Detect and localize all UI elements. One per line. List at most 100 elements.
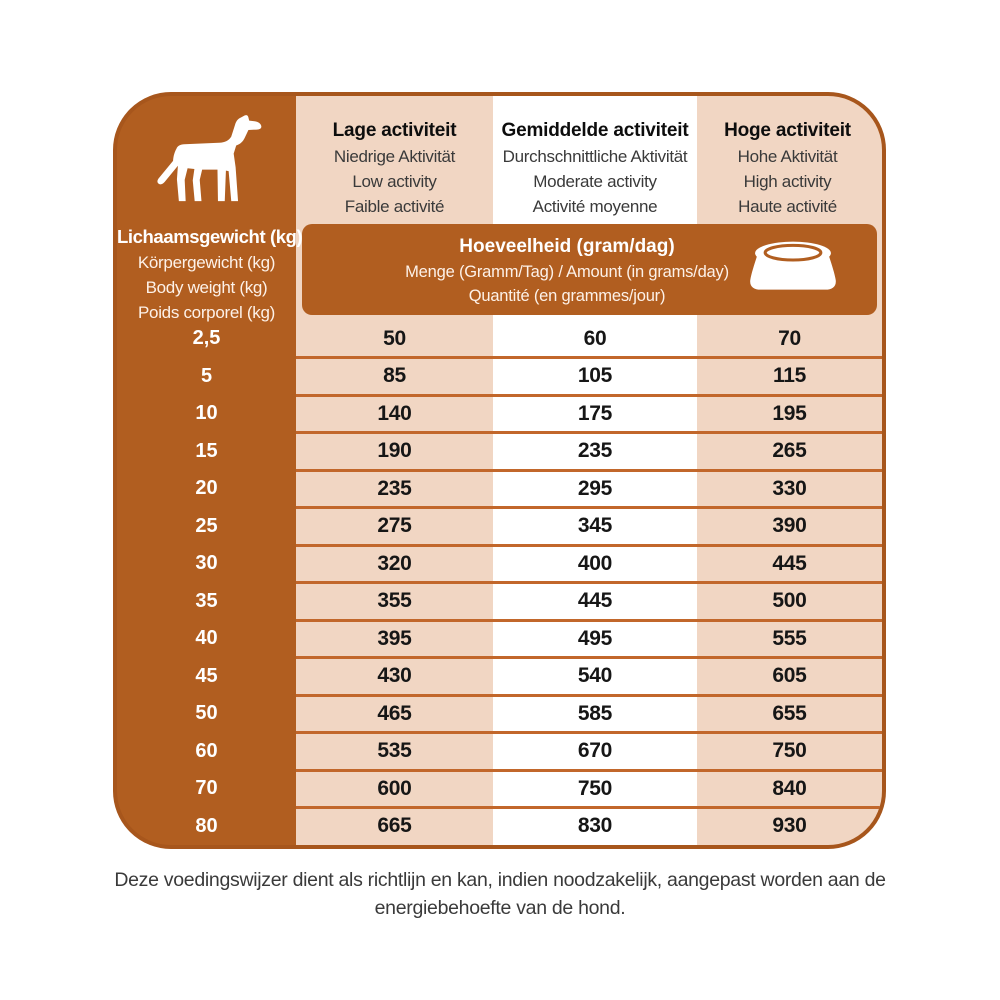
value-cell: 830 (577, 814, 613, 838)
value-cell: 355 (377, 589, 412, 613)
column-header-high-activity: Hoge activiteit Hohe Aktivität High acti… (697, 117, 878, 219)
value-cell: 655 (772, 701, 807, 725)
amount-band-title: Hoeveelheid (gram/dag) (459, 236, 675, 257)
value-cell: 265 (772, 439, 807, 463)
value-cell: 750 (772, 739, 807, 763)
value-cell: 345 (577, 514, 613, 538)
table-row: 60 535 670 750 (117, 731, 882, 771)
value-cell: 840 (772, 776, 807, 800)
value-cell: 445 (577, 589, 613, 613)
weight-subtitle-en: Body weight (kg) (145, 278, 268, 297)
value-cell: 190 (377, 439, 412, 463)
amount-band-text: Hoeveelheid (gram/dag) Menge (Gramm/Tag)… (332, 233, 802, 308)
column-subtitle-en: Low activity (352, 172, 437, 191)
column-subtitle-de: Hohe Aktivität (737, 147, 838, 166)
value-cell: 195 (772, 401, 807, 425)
value-cell: 320 (377, 551, 412, 575)
table-row: 35 355 445 500 (117, 581, 882, 621)
column-subtitle-en: High activity (743, 172, 832, 191)
weight-cell: 50 (195, 702, 218, 725)
value-cell: 930 (772, 814, 807, 838)
value-cell: 105 (577, 364, 613, 388)
footer-line-1: Deze voedingswijzer dient als richtlijn … (114, 869, 886, 891)
weight-cell: 70 (195, 777, 218, 800)
column-subtitle-de: Niedrige Aktivität (333, 147, 456, 166)
value-cell: 235 (377, 476, 412, 500)
column-subtitle-fr: Faible activité (344, 197, 445, 216)
table-row: 20 235 295 330 (117, 468, 882, 508)
value-cell: 85 (383, 364, 406, 388)
column-subtitle-fr: Haute activité (738, 197, 837, 216)
dog-silhouette-icon (117, 110, 296, 212)
value-cell: 605 (772, 664, 807, 688)
value-cell: 445 (772, 551, 807, 575)
dog-bowl-icon (745, 237, 841, 301)
table-row: 15 190 235 265 (117, 431, 882, 471)
value-cell: 70 (778, 326, 801, 350)
value-cell: 600 (377, 776, 412, 800)
table-row: 30 320 400 445 (117, 543, 882, 583)
value-cell: 750 (577, 776, 613, 800)
value-cell: 175 (577, 401, 613, 425)
value-cell: 540 (577, 664, 613, 688)
value-cell: 670 (577, 739, 613, 763)
weight-cell: 30 (195, 552, 218, 575)
weight-cell: 60 (195, 739, 218, 762)
weight-cell: 40 (195, 627, 218, 650)
table-row: 25 275 345 390 (117, 506, 882, 546)
column-title: Gemiddelde activiteit (501, 120, 689, 141)
weight-cell: 15 (195, 439, 218, 462)
value-cell: 390 (772, 514, 807, 538)
column-subtitle-en: Moderate activity (533, 172, 657, 191)
table-body: 2,5 50 60 70 5 85 105 115 10 140 175 195… (117, 320, 882, 845)
amount-band-subtitle-1: Menge (Gramm/Tag) / Amount (in grams/day… (405, 263, 729, 281)
value-cell: 115 (773, 364, 806, 388)
table-row: 45 430 540 605 (117, 656, 882, 696)
column-title: Hoge activiteit (724, 120, 851, 141)
weight-title: Lichaamsgewicht (kg) (117, 226, 303, 247)
value-cell: 500 (772, 589, 807, 613)
value-cell: 275 (377, 514, 412, 538)
amount-band: Hoeveelheid (gram/dag) Menge (Gramm/Tag)… (302, 224, 877, 315)
weight-subtitle-fr: Poids corporel (kg) (138, 303, 275, 322)
weight-cell: 20 (195, 477, 218, 500)
value-cell: 465 (377, 701, 412, 725)
table-row: 40 395 495 555 (117, 618, 882, 658)
value-cell: 585 (577, 701, 613, 725)
weight-cell: 5 (200, 364, 213, 387)
weight-cell: 10 (195, 402, 218, 425)
value-cell: 235 (577, 439, 613, 463)
weight-cell: 35 (195, 589, 218, 612)
feeding-guide-card: Lage activiteit Niedrige Aktivität Low a… (113, 92, 886, 849)
column-title: Lage activiteit (332, 120, 457, 141)
weight-cell: 25 (195, 514, 218, 537)
value-cell: 140 (377, 401, 412, 425)
value-cell: 400 (577, 551, 613, 575)
value-cell: 60 (583, 326, 607, 350)
column-header-moderate-activity: Gemiddelde activiteit Durchschnittliche … (493, 117, 697, 219)
table-row: 10 140 175 195 (117, 393, 882, 433)
column-subtitle-de: Durchschnittliche Aktivität (502, 147, 688, 166)
value-cell: 535 (377, 739, 412, 763)
table-row: 2,5 50 60 70 (117, 320, 882, 358)
value-cell: 295 (577, 476, 613, 500)
weight-subtitle-de: Körpergewicht (kg) (137, 253, 276, 272)
value-cell: 430 (377, 664, 412, 688)
table-row: 70 600 750 840 (117, 768, 882, 808)
weight-cell: 80 (195, 814, 218, 837)
value-cell: 665 (377, 814, 412, 838)
value-cell: 50 (383, 326, 406, 350)
table-row: 50 465 585 655 (117, 693, 882, 733)
amount-band-subtitle-2: Quantité (en grammes/jour) (468, 287, 666, 305)
footer-line-2: energiebehoefte van de hond. (374, 897, 626, 919)
weight-cell: 45 (195, 664, 218, 687)
column-header-low-activity: Lage activiteit Niedrige Aktivität Low a… (296, 117, 493, 219)
footer-note: Deze voedingswijzer dient als richtlijn … (0, 866, 1000, 922)
value-cell: 395 (377, 626, 412, 650)
value-cell: 555 (772, 626, 807, 650)
column-subtitle-fr: Activité moyenne (532, 197, 658, 216)
value-cell: 495 (577, 626, 613, 650)
weight-column-header: Lichaamsgewicht (kg) Körpergewicht (kg) … (117, 224, 303, 325)
weight-cell: 2,5 (192, 327, 221, 350)
value-cell: 330 (772, 476, 807, 500)
